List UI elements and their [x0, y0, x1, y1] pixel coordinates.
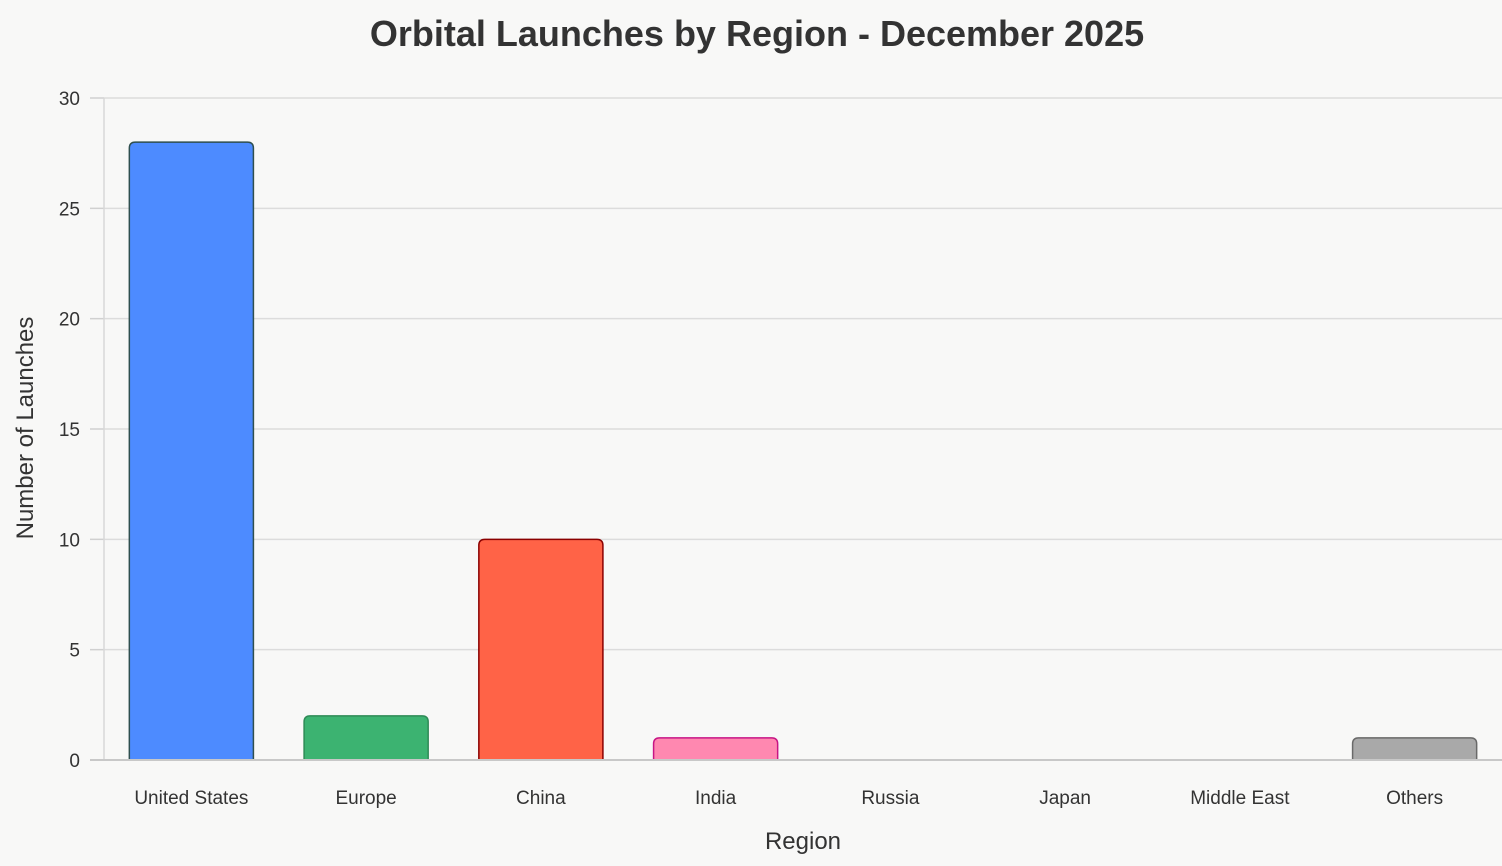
y-tick-label: 30 [59, 89, 80, 110]
x-axis-ticks: United States Europe China India Russia Japan… [134, 788, 1443, 809]
y-tick-label: 0 [69, 751, 80, 772]
bar-united-states[interactable] [128, 141, 255, 760]
x-axis-label: Region [765, 828, 841, 855]
x-tick-label: Europe [335, 788, 396, 809]
y-tick-label: 20 [59, 310, 80, 331]
y-axis-label: Number of Launches [12, 317, 39, 540]
x-tick-label: Middle East [1190, 788, 1290, 809]
y-tick-label: 25 [59, 199, 80, 220]
gridlines [104, 97, 1502, 651]
y-axis-ticks: 0 5 10 15 20 25 30 [59, 89, 104, 772]
x-tick-label: China [516, 788, 566, 809]
bars [128, 141, 1478, 760]
y-tick-label: 5 [69, 641, 80, 662]
x-tick-label: United States [134, 788, 248, 809]
bar-europe[interactable] [303, 715, 429, 760]
x-tick-label: Japan [1039, 788, 1091, 809]
chart-title: Orbital Launches by Region - December 20… [370, 13, 1144, 54]
x-tick-label: Russia [861, 788, 920, 809]
y-tick-label: 10 [59, 530, 80, 551]
x-tick-label: India [695, 788, 737, 809]
y-tick-label: 15 [59, 420, 80, 441]
bar-china[interactable] [478, 538, 604, 760]
bar-india[interactable] [652, 737, 779, 760]
bar-others[interactable] [1351, 737, 1478, 760]
x-tick-label: Others [1386, 788, 1443, 809]
